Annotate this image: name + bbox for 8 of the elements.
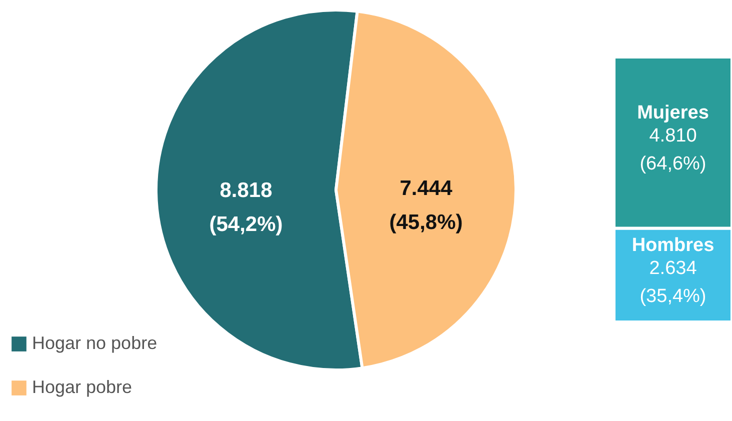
data-label: 4.810 (64,6%): [640, 126, 706, 175]
data-label: 8.818 (54,2%): [209, 179, 283, 236]
legend-label: Hogar pobre: [32, 377, 132, 397]
series-label: Hombres: [632, 235, 714, 256]
data-label: 7.444 (45,8%): [389, 176, 463, 234]
data-label: 2.634 (35,4%): [640, 258, 706, 308]
legend-label: Hogar no pobre: [32, 333, 158, 353]
series-label: Mujeres: [637, 102, 709, 124]
